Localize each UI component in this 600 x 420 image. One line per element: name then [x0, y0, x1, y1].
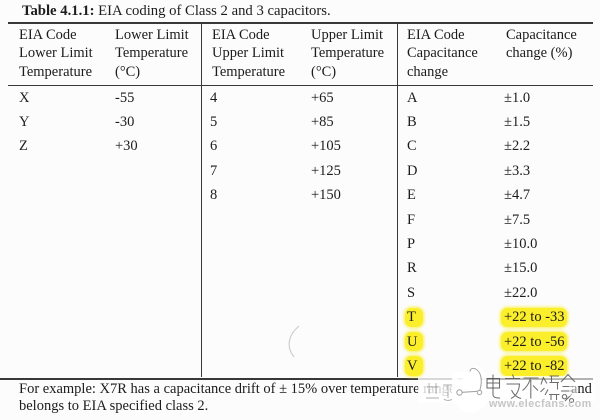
svg-text:www.elecfans.com: www.elecfans.com — [488, 398, 592, 410]
